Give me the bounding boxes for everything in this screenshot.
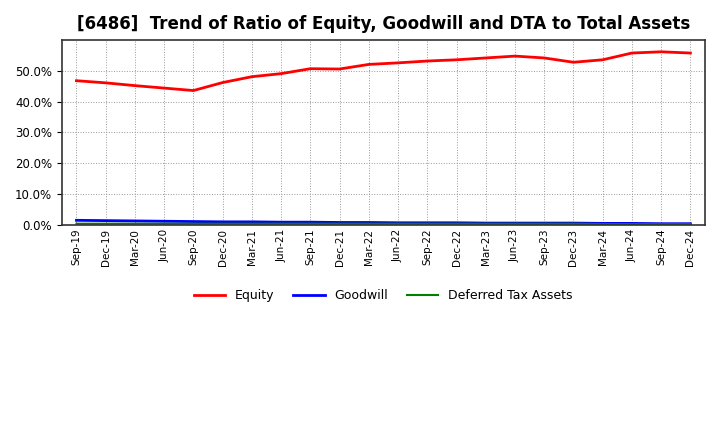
Goodwill bbox=[189, 219, 198, 224]
Equity bbox=[336, 66, 344, 72]
Deferred Tax Assets bbox=[248, 221, 256, 226]
Deferred Tax Assets bbox=[189, 221, 198, 226]
Goodwill bbox=[628, 221, 636, 226]
Deferred Tax Assets bbox=[218, 221, 227, 226]
Goodwill bbox=[598, 221, 607, 226]
Line: Equity: Equity bbox=[76, 52, 690, 91]
Equity bbox=[657, 49, 665, 55]
Goodwill bbox=[686, 221, 695, 226]
Deferred Tax Assets bbox=[686, 221, 695, 227]
Equity bbox=[452, 57, 461, 62]
Goodwill bbox=[72, 218, 81, 223]
Equity bbox=[102, 80, 110, 85]
Equity bbox=[276, 71, 285, 76]
Equity bbox=[423, 59, 431, 64]
Equity bbox=[569, 59, 577, 65]
Goodwill bbox=[394, 220, 402, 225]
Equity bbox=[394, 60, 402, 66]
Equity bbox=[510, 54, 519, 59]
Deferred Tax Assets bbox=[510, 221, 519, 226]
Equity bbox=[482, 55, 490, 61]
Deferred Tax Assets bbox=[102, 221, 110, 226]
Deferred Tax Assets bbox=[336, 221, 344, 226]
Deferred Tax Assets bbox=[452, 221, 461, 226]
Goodwill bbox=[452, 220, 461, 225]
Goodwill bbox=[130, 218, 139, 224]
Equity bbox=[218, 80, 227, 85]
Deferred Tax Assets bbox=[628, 221, 636, 227]
Deferred Tax Assets bbox=[482, 221, 490, 226]
Goodwill bbox=[102, 218, 110, 223]
Deferred Tax Assets bbox=[540, 221, 549, 226]
Title: [6486]  Trend of Ratio of Equity, Goodwill and DTA to Total Assets: [6486] Trend of Ratio of Equity, Goodwil… bbox=[77, 15, 690, 33]
Goodwill bbox=[306, 220, 315, 225]
Goodwill bbox=[540, 220, 549, 226]
Deferred Tax Assets bbox=[276, 221, 285, 226]
Equity bbox=[130, 83, 139, 88]
Deferred Tax Assets bbox=[72, 221, 81, 226]
Deferred Tax Assets bbox=[306, 221, 315, 226]
Legend: Equity, Goodwill, Deferred Tax Assets: Equity, Goodwill, Deferred Tax Assets bbox=[189, 284, 578, 307]
Line: Goodwill: Goodwill bbox=[76, 220, 690, 224]
Equity bbox=[628, 51, 636, 56]
Equity bbox=[248, 74, 256, 79]
Goodwill bbox=[336, 220, 344, 225]
Goodwill bbox=[569, 220, 577, 226]
Goodwill bbox=[510, 220, 519, 226]
Equity bbox=[598, 57, 607, 62]
Deferred Tax Assets bbox=[598, 221, 607, 227]
Deferred Tax Assets bbox=[364, 221, 373, 226]
Equity bbox=[686, 51, 695, 56]
Deferred Tax Assets bbox=[423, 221, 431, 226]
Deferred Tax Assets bbox=[160, 221, 168, 226]
Goodwill bbox=[482, 220, 490, 226]
Equity bbox=[306, 66, 315, 71]
Equity bbox=[160, 85, 168, 91]
Equity bbox=[189, 88, 198, 93]
Goodwill bbox=[276, 220, 285, 225]
Goodwill bbox=[218, 219, 227, 224]
Equity bbox=[540, 55, 549, 61]
Deferred Tax Assets bbox=[657, 221, 665, 227]
Goodwill bbox=[657, 221, 665, 226]
Equity bbox=[364, 62, 373, 67]
Goodwill bbox=[248, 219, 256, 224]
Goodwill bbox=[423, 220, 431, 225]
Equity bbox=[72, 78, 81, 83]
Goodwill bbox=[160, 219, 168, 224]
Deferred Tax Assets bbox=[569, 221, 577, 226]
Goodwill bbox=[364, 220, 373, 225]
Deferred Tax Assets bbox=[130, 221, 139, 226]
Deferred Tax Assets bbox=[394, 221, 402, 226]
